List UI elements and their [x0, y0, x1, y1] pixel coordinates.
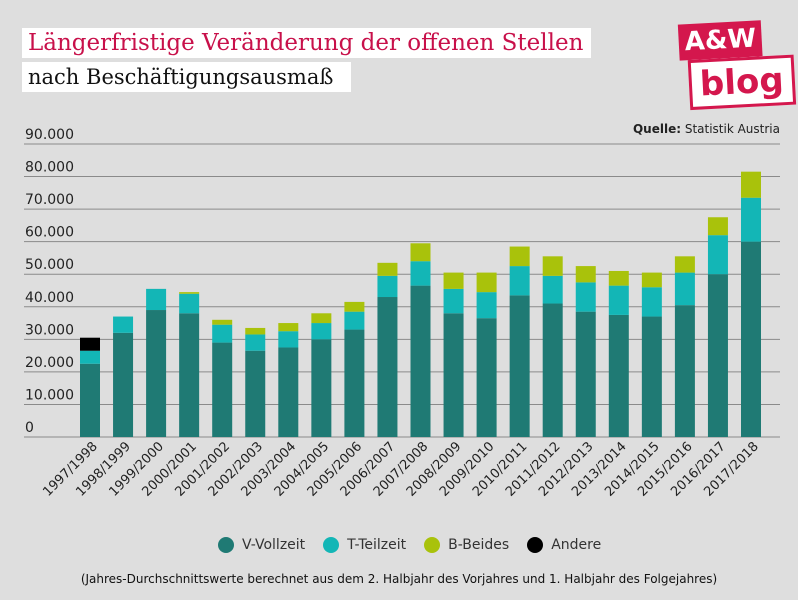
bar-segment-v-vollzeit	[410, 285, 431, 437]
bar-segment-t-teilzeit	[575, 282, 596, 312]
bar-segment-t-teilzeit	[674, 272, 695, 306]
y-tick-label: 20.000	[25, 355, 74, 371]
y-tick-label: 40.000	[25, 290, 74, 306]
bar-segment-v-vollzeit	[575, 311, 596, 437]
bar-segment-b-beides	[608, 270, 629, 286]
x-axis-ticks: 1997/19981998/19991999/20002000/20012001…	[40, 439, 762, 500]
bar-segment-b-beides	[410, 243, 431, 262]
y-tick-label: 90.000	[25, 127, 74, 143]
bar-segment-t-teilzeit	[344, 311, 365, 330]
bar-segment-b-beides	[707, 217, 728, 236]
bar-segment-v-vollzeit	[344, 329, 365, 437]
source-label: Quelle:	[632, 122, 681, 136]
y-tick-label: 0	[25, 420, 34, 436]
bar-segment-v-vollzeit	[509, 295, 530, 437]
bar-segment-b-beides	[377, 262, 398, 276]
bar-segment-b-beides	[212, 319, 233, 325]
y-tick-label: 70.000	[25, 192, 74, 208]
y-tick-label: 80.000	[25, 160, 74, 176]
bar-segment-v-vollzeit	[377, 297, 398, 437]
bar-segment-v-vollzeit	[146, 310, 167, 437]
bars	[80, 171, 761, 437]
bar-segment-b-beides	[741, 171, 761, 198]
bar-segment-v-vollzeit	[542, 303, 563, 437]
bar-segment-t-teilzeit	[245, 334, 266, 351]
legend-item: Andere	[527, 537, 601, 553]
bar-segment-t-teilzeit	[476, 292, 497, 319]
source-note: Quelle: Statistik Austria	[633, 122, 780, 136]
legend-label: V-Vollzeit	[242, 537, 306, 553]
legend-swatch	[527, 537, 544, 553]
chart-title: Längerfristige Veränderung der offenen S…	[22, 28, 592, 58]
bar-segment-b-beides	[311, 313, 332, 324]
bar-segment-t-teilzeit	[542, 275, 563, 304]
legend-item: V-Vollzeit	[218, 537, 305, 553]
bar-segment-b-beides	[278, 323, 299, 332]
bar-segment-v-vollzeit	[443, 313, 464, 437]
bar-segment-t-teilzeit	[741, 197, 761, 242]
bar-segment-b-beides	[674, 256, 695, 273]
bar-segment-v-vollzeit	[476, 318, 497, 437]
bar-segment-t-teilzeit	[80, 350, 100, 364]
grid-lines	[24, 143, 780, 438]
bar-segment-t-teilzeit	[278, 331, 299, 348]
bar-segment-v-vollzeit	[311, 339, 332, 437]
legend-item: T-Teilzeit	[323, 537, 406, 553]
bar-segment-v-vollzeit	[113, 332, 134, 437]
bar-segment-v-vollzeit	[707, 274, 728, 437]
bar-segment-v-vollzeit	[80, 363, 100, 437]
bar-segment-b-beides	[641, 272, 662, 288]
bar-segment-t-teilzeit	[443, 288, 464, 314]
bar-segment-v-vollzeit	[245, 350, 266, 437]
y-tick-label: 10.000	[25, 387, 74, 403]
y-tick-label: 30.000	[25, 322, 74, 338]
bar-segment-t-teilzeit	[113, 316, 134, 333]
legend-swatch	[218, 537, 234, 553]
bar-segment-b-beides	[179, 292, 200, 294]
bar-segment-v-vollzeit	[741, 241, 761, 437]
legend-label: B-Beides	[448, 537, 510, 553]
bar-segment-t-teilzeit	[509, 266, 530, 296]
bar-segment-t-teilzeit	[212, 324, 233, 343]
legend: V-Vollzeit T-Teilzeit B-Beides Andere	[218, 537, 601, 553]
bar-segment-t-teilzeit	[707, 235, 728, 275]
bar-segment-b-beides	[509, 246, 530, 267]
legend-item: B-Beides	[424, 537, 509, 553]
bar-segment-b-beides	[245, 327, 266, 335]
bar-segment-b-beides	[575, 266, 596, 283]
bar-segment-andere	[80, 337, 100, 351]
legend-label: Andere	[551, 537, 602, 553]
bar-segment-b-beides	[542, 256, 563, 276]
bar-segment-v-vollzeit	[674, 305, 695, 437]
bar-segment-v-vollzeit	[608, 314, 629, 437]
bar-segment-b-beides	[344, 301, 365, 312]
bar-segment-b-beides	[476, 272, 497, 293]
legend-swatch	[424, 537, 441, 553]
legend-swatch	[323, 537, 340, 553]
y-axis-ticks: 0 10.000 20.000 30.000 40.000 50.000 60.000 70.…	[25, 127, 74, 436]
bar-segment-t-teilzeit	[146, 288, 167, 311]
bar-segment-v-vollzeit	[278, 347, 299, 437]
bar-segment-t-teilzeit	[410, 261, 431, 286]
bar-segment-v-vollzeit	[179, 313, 200, 437]
footnote: (Jahres-Durchschnittswerte berechnet aus…	[80, 572, 718, 586]
bar-segment-t-teilzeit	[179, 293, 200, 314]
y-tick-label: 60.000	[25, 225, 74, 241]
bar-segment-t-teilzeit	[641, 287, 662, 317]
bar-segment-b-beides	[443, 272, 464, 289]
bar-segment-t-teilzeit	[377, 275, 398, 298]
bar-segment-v-vollzeit	[641, 316, 662, 437]
bar-segment-t-teilzeit	[608, 285, 629, 315]
bar-segment-t-teilzeit	[311, 323, 332, 340]
chart-subtitle: nach Beschäftigungsausmaß	[22, 62, 352, 92]
source-text: Statistik Austria	[684, 122, 780, 136]
legend-label: T-Teilzeit	[347, 537, 407, 553]
y-tick-label: 50.000	[25, 257, 74, 273]
bar-segment-v-vollzeit	[212, 342, 233, 437]
